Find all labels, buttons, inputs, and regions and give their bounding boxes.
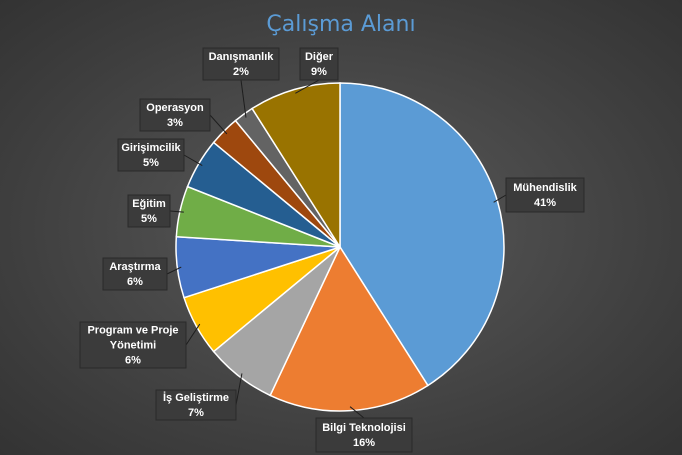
- pie-slices: [175, 82, 505, 412]
- leader-line-5: [166, 266, 182, 275]
- data-label-category: Bilgi Teknolojisi: [322, 422, 406, 434]
- data-label-box: [117, 138, 185, 172]
- data-label-percent: 3%: [167, 117, 183, 129]
- data-label-5: Araştırma 6%: [102, 257, 168, 291]
- leader-line-6: [169, 210, 184, 213]
- data-label-category: Mühendislik: [513, 182, 577, 194]
- leader-line-8: [209, 114, 228, 135]
- data-label-box: [299, 47, 339, 81]
- data-label-percent: 2%: [233, 66, 249, 78]
- data-labels: Mühendislik 41% Bilgi Teknolojisi 16% İş Gel…: [79, 47, 585, 453]
- chart-title: Çalışma Alanı: [266, 12, 416, 37]
- data-label-category: İş Geliştirme: [163, 391, 229, 404]
- data-label-category: Araştırma: [109, 261, 161, 273]
- data-label-10: Diğer 9%: [299, 47, 339, 81]
- leader-line-4: [185, 323, 201, 346]
- data-label-7: Girişimcilik 5%: [117, 138, 185, 172]
- leader-line-10: [295, 79, 320, 94]
- data-label-8: Operasyon 3%: [139, 98, 211, 132]
- data-label-1: Mühendislik 41%: [505, 177, 585, 213]
- data-label-percent: 6%: [127, 276, 143, 288]
- data-label-3: İş Geliştirme 7%: [155, 389, 237, 421]
- data-label-percent: 41%: [534, 197, 556, 209]
- data-label-percent: 16%: [353, 437, 375, 449]
- data-label-percent: 5%: [141, 213, 157, 225]
- data-label-category: Program ve Proje: [87, 325, 178, 337]
- data-label-category: Operasyon: [146, 102, 204, 114]
- leader-line-2: [349, 406, 365, 419]
- data-label-category: Diğer: [305, 51, 334, 63]
- data-label-6: Eğitim 5%: [127, 194, 171, 228]
- pie-slice-1: [339, 82, 505, 387]
- data-label-category: Yönetimi: [110, 340, 156, 352]
- data-label-box: [139, 98, 211, 132]
- leader-line-7: [183, 154, 203, 166]
- data-label-box: [79, 321, 187, 369]
- data-label-percent: 6%: [125, 355, 141, 367]
- data-label-percent: 5%: [143, 157, 159, 169]
- leader-line-3: [235, 373, 243, 406]
- pie-slice-10: [251, 82, 341, 250]
- data-label-box: [315, 417, 413, 453]
- data-label-box: [505, 177, 585, 213]
- data-label-category: Eğitim: [132, 198, 166, 210]
- data-label-category: Danışmanlık: [209, 51, 275, 63]
- leader-line-9: [240, 79, 247, 118]
- data-label-box: [202, 47, 280, 81]
- data-label-percent: 9%: [311, 66, 327, 78]
- data-label-box: [102, 257, 168, 291]
- data-label-box: [127, 194, 171, 228]
- data-label-percent: 7%: [188, 407, 204, 419]
- leader-lines: [166, 79, 507, 419]
- data-label-9: Danışmanlık 2%: [202, 47, 280, 81]
- data-label-category: Girişimcilik: [121, 142, 181, 154]
- data-label-box: [155, 389, 237, 421]
- data-label-4: Program ve Proje Yönetimi 6%: [79, 321, 187, 369]
- data-label-2: Bilgi Teknolojisi 16%: [315, 417, 413, 453]
- leader-line-1: [493, 194, 507, 203]
- pie-slice-2: [269, 245, 429, 412]
